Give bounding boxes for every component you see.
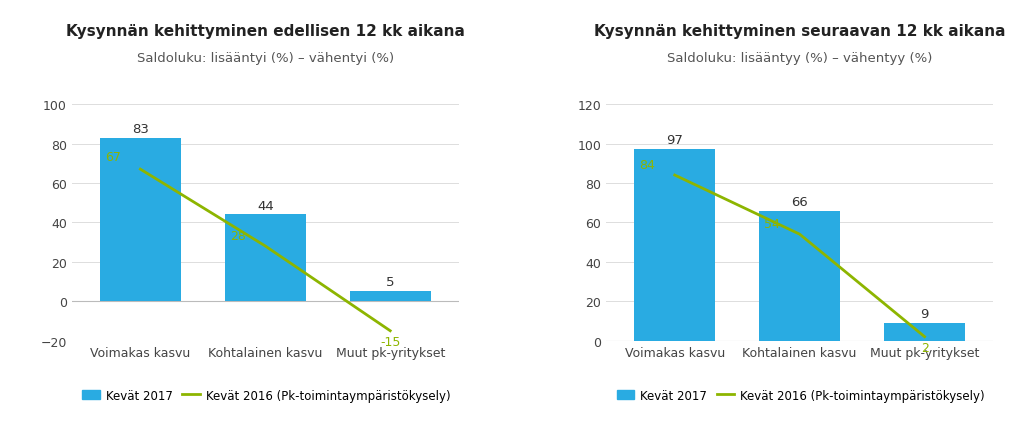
Text: Saldoluku: lisääntyy (%) – vähentyy (%): Saldoluku: lisääntyy (%) – vähentyy (%)	[667, 52, 933, 65]
Text: 2: 2	[921, 341, 929, 354]
Text: 84: 84	[639, 159, 655, 172]
Text: 66: 66	[792, 195, 808, 208]
Bar	[349, 292, 431, 302]
Bar	[884, 323, 966, 341]
Text: 5: 5	[386, 276, 394, 289]
Text: 54: 54	[764, 218, 780, 231]
Legend: Kevät 2017, Kevät 2016 (Pk-toimintaympäristökysely): Kevät 2017, Kevät 2016 (Pk-toimintaympär…	[78, 384, 456, 406]
Text: 44: 44	[257, 199, 273, 212]
Text: Saldoluku: lisääntyi (%) – vähentyi (%): Saldoluku: lisääntyi (%) – vähentyi (%)	[137, 52, 394, 65]
Bar	[99, 138, 181, 302]
Bar	[759, 211, 841, 341]
Bar	[224, 215, 306, 302]
Bar	[634, 150, 716, 341]
Text: Kysynnän kehittyminen edellisen 12 kk aikana: Kysynnän kehittyminen edellisen 12 kk ai…	[66, 24, 465, 39]
Text: 83: 83	[132, 122, 148, 135]
Legend: Kevät 2017, Kevät 2016 (Pk-toimintaympäristökysely): Kevät 2017, Kevät 2016 (Pk-toimintaympär…	[612, 384, 989, 406]
Text: Kysynnän kehittyminen seuraavan 12 kk aikana: Kysynnän kehittyminen seuraavan 12 kk ai…	[594, 24, 1006, 39]
Text: 28: 28	[229, 230, 246, 242]
Text: 67: 67	[105, 151, 121, 164]
Text: -15: -15	[380, 335, 400, 348]
Text: 9: 9	[921, 307, 929, 320]
Text: 97: 97	[667, 134, 683, 147]
